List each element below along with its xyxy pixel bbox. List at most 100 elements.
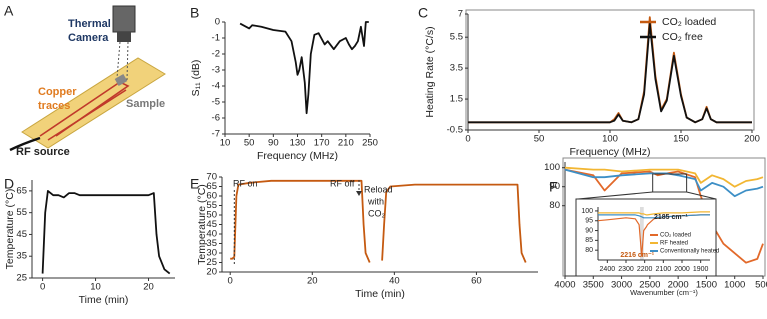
x-tick-label: 1900 xyxy=(693,266,709,273)
x-tick-label: 100 xyxy=(602,134,618,145)
x-tick-label: 0 xyxy=(465,134,470,145)
sample xyxy=(114,74,128,86)
legend-label: CO₂ free xyxy=(662,31,703,43)
label-text: traces xyxy=(38,100,70,112)
x-axis-label: Wavenumber (cm⁻¹) xyxy=(630,288,698,297)
y-tick-label: -5 xyxy=(212,97,220,108)
x-tick-label: 1000 xyxy=(724,280,745,291)
copper-trace xyxy=(47,89,127,141)
x-tick-label: 3000 xyxy=(611,280,632,291)
data-line xyxy=(239,21,369,115)
zoom-box xyxy=(652,173,688,193)
x-tick-label: 1500 xyxy=(696,280,717,291)
y-tick-label: 0 xyxy=(215,17,220,28)
y-tick-label: 90 xyxy=(585,227,593,234)
y-tick-label: 65 xyxy=(16,185,27,196)
x-tick-label: 2500 xyxy=(639,280,660,291)
y-tick-label: 45 xyxy=(206,219,217,230)
x-tick-label: 0 xyxy=(228,276,233,287)
x-tick-label: 20 xyxy=(143,282,154,293)
annotation: 2216 cm⁻¹ xyxy=(620,252,654,259)
legend-label: Conventionally heated xyxy=(660,249,719,255)
panel: D 25 35 45 55 65 0 10 20 Time (min) Temperature (°… xyxy=(4,176,175,306)
y-tick-label: 35 xyxy=(206,238,217,249)
y-tick-label: 7 xyxy=(458,9,463,20)
y-tick-label: 45 xyxy=(16,229,27,240)
y-tick-label: 90 xyxy=(549,181,560,192)
annotation-arrowhead xyxy=(356,191,362,196)
y-tick-label: 40 xyxy=(206,229,217,240)
legend-label: CO₂ loaded xyxy=(660,233,691,239)
panel-a: A Thermal Camera Copper traces Sample RF… xyxy=(4,3,166,158)
y-axis-label: Heating Rate (°C/s) xyxy=(424,26,436,117)
x-tick-label: 10 xyxy=(220,138,231,149)
y-tick-label: 80 xyxy=(549,200,560,211)
y-axis-label: Temperature (°C) xyxy=(196,184,208,265)
y-tick-label: 35 xyxy=(16,251,27,262)
y-tick-label: -6 xyxy=(212,113,220,124)
x-tick-label: 3500 xyxy=(583,280,604,291)
x-tick-label: 2300 xyxy=(618,266,634,273)
panel-letter: E xyxy=(190,176,199,192)
data-line xyxy=(564,166,764,188)
annotation: with xyxy=(367,196,384,206)
y-tick-label: -1 xyxy=(212,33,220,44)
x-tick-label: 500 xyxy=(755,280,767,291)
camera-lens xyxy=(117,32,131,42)
data-line xyxy=(468,22,752,124)
x-tick-label: 170 xyxy=(314,138,330,149)
board xyxy=(21,57,166,149)
x-tick-label: 0 xyxy=(40,282,45,293)
x-tick-label: 10 xyxy=(90,282,101,293)
y-tick-label: 25 xyxy=(16,273,27,284)
x-tick-label: 50 xyxy=(534,134,545,145)
x-tick-label: 2200 xyxy=(637,266,653,273)
y-tick-label: -4 xyxy=(212,81,220,92)
plot-frame xyxy=(465,9,755,131)
y-tick-label: 30 xyxy=(206,248,217,259)
y-tick-label: 1.5 xyxy=(450,94,463,105)
y-tick-label: 25 xyxy=(206,257,217,268)
panel-letter: A xyxy=(4,3,14,19)
y-tick-label: 80 xyxy=(585,247,593,254)
y-tick-label: 5.5 xyxy=(450,32,463,43)
y-tick-label: 50 xyxy=(206,210,217,221)
y-tick-label: -3 xyxy=(212,65,220,76)
y-tick-label: 100 xyxy=(581,208,593,215)
camera-body xyxy=(112,5,136,33)
x-tick-label: 2100 xyxy=(656,266,672,273)
data-line xyxy=(598,214,710,219)
x-axis-label: Time (min) xyxy=(355,288,405,300)
x-tick-label: 40 xyxy=(389,276,400,287)
y-tick-label: 95 xyxy=(585,218,593,225)
legend-label: RF heated xyxy=(660,241,688,247)
x-axis-label: Frequency (MHz) xyxy=(569,146,650,158)
x-tick-label: 2400 xyxy=(600,266,616,273)
x-axis-label: Frequency (MHz) xyxy=(257,150,338,162)
zoom-line xyxy=(577,191,653,200)
y-axis-label: S₁₁ (dB) xyxy=(190,60,202,97)
label-text: RF source xyxy=(16,146,70,158)
annotation: RF on xyxy=(233,178,258,188)
panel-letter: F xyxy=(549,179,558,195)
x-tick-label: 200 xyxy=(744,134,760,145)
annotation: Reload xyxy=(364,184,393,194)
data-line xyxy=(468,16,752,124)
y-tick-label: 70 xyxy=(206,172,217,183)
x-tick-label: 60 xyxy=(471,276,482,287)
panel-letter: B xyxy=(190,5,199,21)
highlight-band xyxy=(640,207,644,260)
y-axis-label: Temperature (°C) xyxy=(4,189,16,270)
x-tick-label: 210 xyxy=(338,138,354,149)
y-tick-label: 55 xyxy=(206,200,217,211)
panel-letter: D xyxy=(4,176,14,192)
data-line xyxy=(230,179,527,263)
panel-letter: C xyxy=(418,5,428,21)
label-text: Copper xyxy=(38,86,77,98)
annotation: 2185 cm⁻¹ xyxy=(654,214,688,221)
y-tick-label: 20 xyxy=(206,267,217,278)
cable xyxy=(9,136,41,152)
y-tick-label: 65 xyxy=(206,181,217,192)
